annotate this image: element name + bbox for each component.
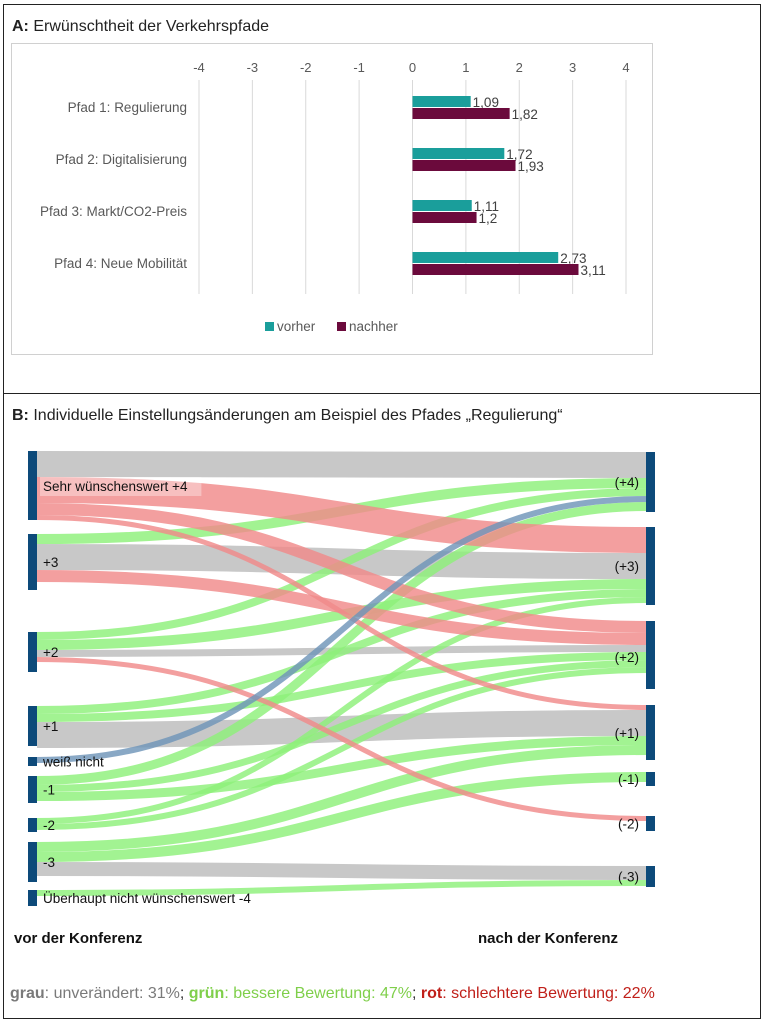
bar-vorher [412, 148, 505, 159]
legend-swatch-nachher [337, 322, 346, 331]
x-tick-label: -1 [353, 60, 365, 75]
bar-vorher [412, 96, 471, 107]
category-label: Pfad 3: Markt/CO2-Preis [40, 204, 187, 219]
category-label: Pfad 2: Digitalisierung [56, 152, 187, 167]
data-label-nachher: 1,82 [512, 107, 538, 122]
summary-green-word: grün [188, 985, 225, 1002]
panel-a-title-prefix: A: [12, 18, 29, 35]
data-label-vorher: 2,73 [560, 251, 586, 266]
x-tick-label: 4 [622, 60, 629, 75]
bar-nachher [412, 108, 510, 119]
x-tick-label: -4 [193, 60, 205, 75]
panel-a: A: Erwünschtheit der Verkehrspfade -4 -3-… [3, 4, 761, 394]
summary-red-text: : schlechtere Bewertung: 22% [442, 985, 655, 1002]
x-tick-label: 3 [569, 60, 576, 75]
summary-red-word: rot [420, 985, 443, 1002]
summary-green-text: : bessere Bewertung: 47% [224, 985, 412, 1002]
summary-separator-2: ; [412, 985, 417, 1002]
bar-nachher [412, 160, 516, 171]
data-label-vorher: 1,72 [506, 147, 532, 162]
summary-legend: grau: unverändert: 31%; grün: bessere Be… [10, 985, 655, 1003]
panel-b-title-text: Individuelle Einstellungsänderungen am B… [33, 407, 563, 424]
panel-b: B: Individuelle Einstellungsänderungen a… [3, 393, 761, 1019]
data-label-nachher: 1,2 [479, 211, 498, 226]
legend-label-nachher: nachher [349, 319, 398, 334]
bar-vorher [412, 252, 559, 263]
bar-vorher [412, 200, 472, 211]
bar-chart-frame: -4 -3 -2 -1 0 1 2 3 4 Pfad 1: Regulierung 1,09 1,82… [11, 43, 653, 355]
bar-nachher [412, 212, 477, 223]
legend-label-vorher: vorher [277, 319, 316, 334]
category-label: Pfad 4: Neue Mobilität [54, 256, 187, 271]
category-label: Pfad 1: Regulierung [68, 100, 187, 115]
panel-b-title: B: Individuelle Einstellungsänderungen a… [12, 407, 563, 425]
x-tick-label: -2 [300, 60, 312, 75]
data-label-vorher: 1,11 [474, 199, 499, 214]
panel-a-title-text: Erwünschtheit der Verkehrspfade [33, 18, 270, 35]
bar-nachher [412, 264, 579, 275]
panel-b-title-prefix: B: [12, 407, 29, 424]
summary-separator-1: ; [179, 985, 185, 1002]
data-label-vorher: 1,09 [473, 95, 499, 110]
footer-before-label: vor der Konferenz [14, 930, 143, 947]
x-tick-label: 1 [462, 60, 469, 75]
bar-chart: -4 -3 -2 -1 0 1 2 3 4 Pfad 1: Regulierung 1,09 1,82… [40, 60, 630, 334]
x-tick-label: -3 [247, 60, 259, 75]
panel-a-title: A: Erwünschtheit der Verkehrspfade [12, 18, 269, 36]
footer-after-label: nach der Konferenz [478, 930, 619, 947]
x-tick-label: 0 [409, 60, 416, 75]
summary-grey-word: grau [10, 985, 45, 1002]
data-label-nachher: 3,11 [580, 263, 605, 278]
legend-swatch-vorher [265, 322, 274, 331]
x-tick-label: 2 [516, 60, 523, 75]
summary-grey-text: : unverändert: 31% [44, 985, 180, 1002]
data-label-nachher: 1,93 [518, 159, 544, 174]
